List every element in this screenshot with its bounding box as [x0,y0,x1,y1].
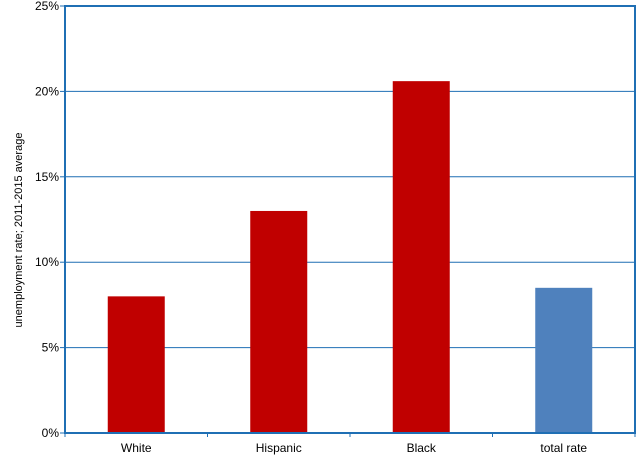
bar-hispanic [250,210,308,433]
x-tick-label: Hispanic [256,441,302,455]
y-tick-label: 10% [35,255,59,269]
bar-black [392,81,450,433]
y-tick-label: 5% [42,341,60,355]
x-tick-label: Black [407,441,437,455]
bar-white [107,296,165,433]
bars [107,81,593,433]
y-tick-label: 20% [35,84,59,98]
y-axis-ticks: 0% 5% 10% 15% 20% 25% [35,0,65,440]
y-tick-label: 0% [42,426,60,440]
x-tick-label: total rate [540,441,587,455]
bar-total-rate [535,287,593,433]
y-tick-label: 15% [35,170,59,184]
x-tick-label: White [121,441,152,455]
y-tick-label: 25% [35,0,59,13]
x-axis-ticks: White Hispanic Black total rate [64,433,636,455]
y-axis-title: unemployment rate; 2011-2015 average [13,133,25,328]
